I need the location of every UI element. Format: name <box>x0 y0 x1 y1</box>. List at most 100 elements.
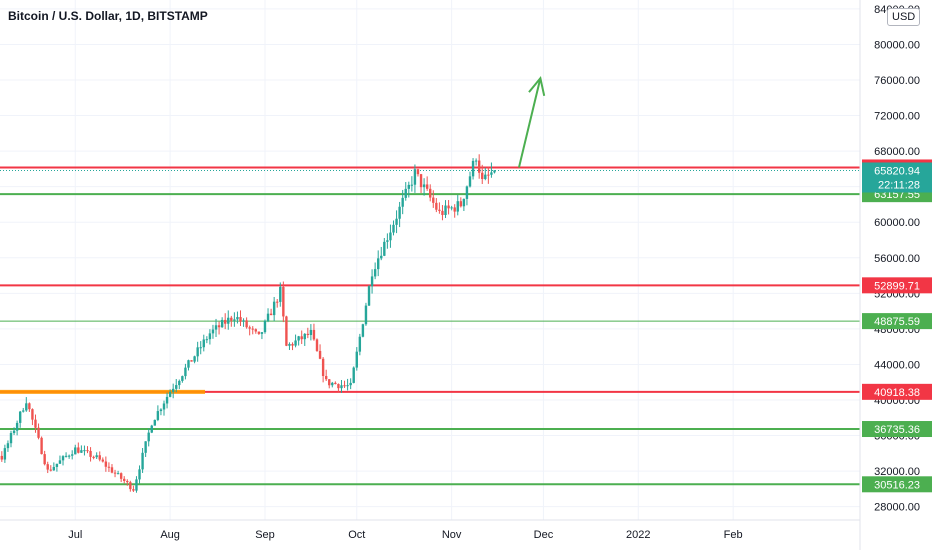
candle-body <box>334 382 337 385</box>
candle-body <box>3 448 7 460</box>
candle-body <box>138 469 141 480</box>
y-tick-label: 80000.00 <box>874 39 920 51</box>
candle-body <box>429 188 432 198</box>
grid <box>0 0 860 520</box>
candle-body <box>416 169 420 175</box>
candle-body <box>208 333 212 340</box>
level-price-tag: 52899.71 <box>862 277 932 294</box>
y-tick-label: 56000.00 <box>874 253 920 265</box>
candle-body <box>205 339 209 341</box>
projection-arrow[interactable] <box>517 75 546 168</box>
candle-body <box>447 205 450 209</box>
candle-body <box>187 360 190 368</box>
candle-body <box>263 320 267 333</box>
candle-body <box>294 340 297 346</box>
candle-body <box>383 241 386 256</box>
candle-body <box>373 269 377 277</box>
candle-body <box>220 319 224 328</box>
horizontal-levels[interactable] <box>0 166 860 486</box>
candle-body <box>144 441 147 453</box>
candle-body <box>303 333 306 340</box>
candle-body <box>230 317 233 321</box>
candle-body <box>361 324 365 337</box>
x-tick-label: Nov <box>442 529 462 541</box>
candle-body <box>64 455 68 457</box>
candle-body <box>340 385 343 389</box>
last-price-label: 65820.94 <box>874 165 920 177</box>
candle-body <box>156 411 160 420</box>
candle-body <box>257 331 261 334</box>
candle-body <box>380 255 383 259</box>
candle-body <box>407 184 410 189</box>
candle-body <box>328 379 331 386</box>
candle-body <box>49 469 52 471</box>
symbol-title[interactable]: Bitcoin / U.S. Dollar, 1D, BITSTAMP <box>8 9 208 23</box>
level-tag-label: 52899.71 <box>874 280 920 292</box>
candle-body <box>285 316 288 346</box>
candle-body <box>236 317 239 320</box>
candle-body <box>242 320 245 322</box>
candle-body <box>92 456 95 458</box>
candle-body <box>291 343 294 346</box>
candle-body <box>101 459 104 462</box>
y-tick-label: 44000.00 <box>874 359 920 371</box>
price-axis[interactable]: 28000.0032000.0036000.0040000.0044000.00… <box>859 0 932 550</box>
candle-body <box>28 403 31 410</box>
candle-body <box>355 351 358 368</box>
candle-body <box>61 456 65 461</box>
candle-body <box>233 319 236 321</box>
candle-body <box>315 339 319 351</box>
candle-body <box>269 313 273 316</box>
candle-body <box>337 384 340 389</box>
candle-body <box>358 336 362 352</box>
candle-body <box>377 258 380 270</box>
candle-body <box>321 358 325 377</box>
candle-body <box>468 176 472 187</box>
candle-body <box>367 286 371 306</box>
x-tick-label: Aug <box>160 529 180 541</box>
candle-body <box>67 455 71 457</box>
candle-body <box>58 460 62 464</box>
candle-body <box>493 170 496 173</box>
x-tick-label: 2022 <box>626 529 650 541</box>
candle-body <box>199 347 202 349</box>
level-price-tag: 48875.59 <box>862 313 932 330</box>
y-tick-label: 32000.00 <box>874 466 920 478</box>
candle-body <box>474 160 478 162</box>
candle-body <box>227 317 230 324</box>
candle-body <box>9 433 13 444</box>
candle-body <box>113 472 117 474</box>
level-tag-label: 48875.59 <box>874 316 920 328</box>
candle-body <box>107 466 111 468</box>
candle-body <box>12 430 16 434</box>
currency-button[interactable]: USD <box>887 8 921 26</box>
candle-body <box>471 160 475 177</box>
candle-body <box>266 313 270 321</box>
candle-body <box>214 325 218 330</box>
candle-body <box>147 432 150 442</box>
x-tick-label: Sep <box>255 529 275 541</box>
candle-body <box>279 286 282 302</box>
level-tag-bg <box>862 383 932 400</box>
candle-body <box>181 376 184 381</box>
candle-body <box>95 455 98 458</box>
candle-body <box>386 240 389 242</box>
candle-body <box>135 479 138 491</box>
arrow-head[interactable] <box>528 75 546 97</box>
candle-body <box>224 319 227 324</box>
candle-body <box>343 385 346 387</box>
candle-body <box>481 172 484 180</box>
x-tick-label: Feb <box>724 529 743 541</box>
candle-body <box>15 422 19 431</box>
time-axis[interactable]: JunJulAugSepOctNovDec2022Feb <box>0 519 860 541</box>
y-tick-label: 76000.00 <box>874 75 920 87</box>
candle-body <box>404 188 407 198</box>
candle-body <box>71 454 74 456</box>
candle-body <box>432 197 435 203</box>
candle-body <box>254 329 257 332</box>
candle-body <box>211 329 215 334</box>
candle-body <box>18 411 22 423</box>
candle-body <box>86 450 89 452</box>
arrow-shaft[interactable] <box>517 77 542 168</box>
